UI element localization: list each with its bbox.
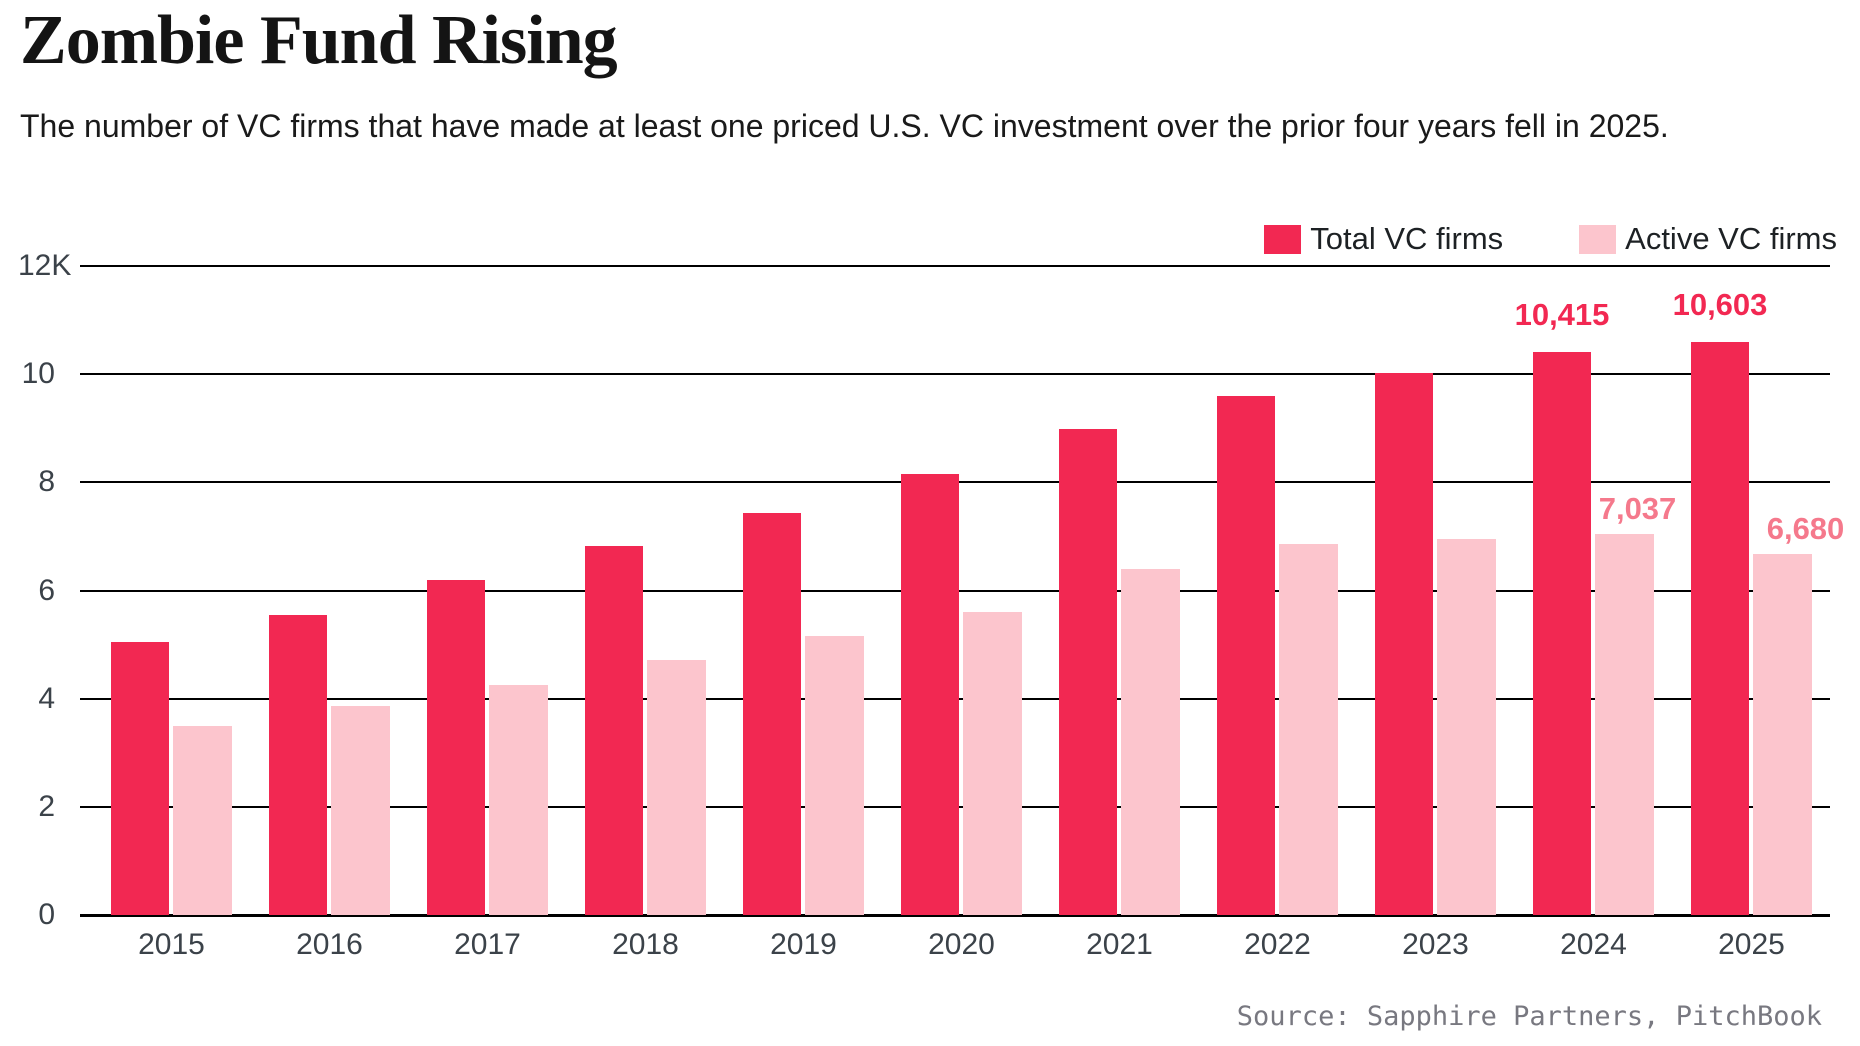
value-label-total-2025: 10,603 <box>1672 286 1768 322</box>
bar-total-2023 <box>1375 373 1433 915</box>
y-axis-tick-label: 4 <box>38 681 55 715</box>
bar-total-2022 <box>1217 396 1275 915</box>
x-axis-label-2019: 2019 <box>770 928 837 961</box>
legend-swatch-active-vc-firms <box>1579 224 1617 254</box>
x-axis-label-2022: 2022 <box>1244 928 1311 961</box>
value-label-total-2024: 10,415 <box>1514 296 1610 332</box>
bar-active-2017 <box>489 684 548 915</box>
bar-total-2020 <box>901 474 959 915</box>
bar-total-2017 <box>427 579 485 915</box>
y-axis-tick-label: 8 <box>38 465 55 499</box>
y-axis-tick-label: 0 <box>38 898 55 931</box>
bar-active-2022 <box>1279 543 1338 915</box>
bar-active-2021 <box>1121 568 1180 915</box>
bar-active-2020 <box>963 612 1022 915</box>
source-attribution: Source: Sapphire Partners, PitchBook <box>1236 1001 1822 1032</box>
legend-label: Total VC firms <box>1310 221 1504 256</box>
y-axis-tick-label: 2 <box>38 789 55 823</box>
gridline <box>80 265 1830 267</box>
bar-total-2021 <box>1059 429 1117 915</box>
x-axis-baseline <box>80 914 1830 917</box>
y-axis-tick-label: 6 <box>38 573 55 607</box>
bar-active-2023 <box>1437 538 1496 915</box>
x-axis-label-2018: 2018 <box>612 928 679 961</box>
value-label-active-2024: 7,037 <box>1598 491 1677 527</box>
bar-active-2018 <box>647 660 706 915</box>
chart-subtitle: The number of VC firms that have made at… <box>20 108 1669 144</box>
x-axis-label-2017: 2017 <box>454 928 521 961</box>
legend-item-active-vc-firms: Active VC firms <box>1579 221 1837 257</box>
bar-total-2016 <box>269 614 327 915</box>
x-axis-label-2023: 2023 <box>1402 928 1469 961</box>
value-label-active-2025: 6,680 <box>1766 510 1845 546</box>
bar-active-2015 <box>173 726 232 915</box>
legend-item-total-vc-firms: Total VC firms <box>1264 221 1503 257</box>
x-axis-label-2016: 2016 <box>296 928 363 961</box>
bar-total-2018 <box>585 545 643 915</box>
x-axis-label-2024: 2024 <box>1560 928 1627 961</box>
x-axis-label-2015: 2015 <box>138 928 205 961</box>
gridline <box>80 373 1830 376</box>
bar-total-2025 <box>1691 341 1749 915</box>
x-axis-label-2025: 2025 <box>1718 928 1785 961</box>
bar-active-2025 <box>1753 553 1812 915</box>
bar-active-2019 <box>805 636 864 915</box>
legend-label: Active VC firms <box>1625 221 1837 256</box>
legend: Total VC firms Active VC firms <box>1264 221 1837 257</box>
y-axis-tick-label: 12K <box>18 249 72 282</box>
bar-total-2015 <box>111 641 169 915</box>
bar-active-2016 <box>331 705 390 915</box>
x-axis-label-2021: 2021 <box>1086 928 1153 961</box>
bar-total-2019 <box>743 512 801 915</box>
y-axis-tick-label: 10 <box>21 357 55 391</box>
chart-title: Zombie Fund Rising <box>20 2 618 79</box>
bar-total-2024 <box>1533 351 1591 915</box>
legend-swatch-total-vc-firms <box>1264 224 1302 254</box>
x-axis-label-2020: 2020 <box>928 928 995 961</box>
bar-active-2024 <box>1595 534 1654 915</box>
